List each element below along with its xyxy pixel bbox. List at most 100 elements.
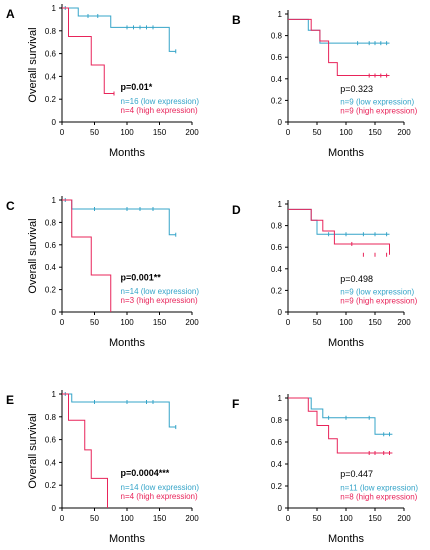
x-tick-label-d-3: 150 bbox=[368, 318, 382, 327]
y-tick-label-b-3: 0.6 bbox=[271, 53, 283, 62]
km-curve-b-low bbox=[288, 18, 390, 44]
km-curve-a-low bbox=[62, 7, 176, 52]
y-tick-label-b-2: 0.4 bbox=[271, 75, 283, 84]
p-value-f: p=0.447 bbox=[340, 469, 373, 479]
y-tick-label-b-5: 1 bbox=[278, 10, 283, 19]
y-tick-label-c-4: 0.8 bbox=[45, 218, 57, 227]
p-value-e: p=0.0004*** bbox=[121, 468, 170, 478]
x-tick-label-e-4: 200 bbox=[185, 514, 199, 523]
x-axis-title-e: Months bbox=[109, 533, 146, 545]
y-tick-label-a-4: 0.8 bbox=[45, 27, 57, 36]
x-tick-label-f-3: 150 bbox=[368, 514, 382, 523]
y-tick-label-c-1: 0.2 bbox=[45, 286, 57, 295]
y-tick-label-f-1: 0.2 bbox=[271, 482, 283, 491]
x-tick-label-c-1: 50 bbox=[90, 318, 99, 327]
x-tick-label-c-4: 200 bbox=[185, 318, 199, 327]
x-tick-label-b-4: 200 bbox=[397, 128, 411, 137]
panel-letter-f: F bbox=[232, 397, 239, 411]
y-axis-title-e: Overall survival bbox=[27, 413, 39, 488]
panel-letter-a: A bbox=[6, 7, 15, 21]
km-curve-f-high bbox=[288, 397, 393, 454]
km-curve-e-high bbox=[62, 393, 108, 508]
panel-letter-b: B bbox=[232, 13, 241, 27]
x-tick-label-f-2: 100 bbox=[339, 514, 353, 523]
panel-letter-c: C bbox=[6, 199, 15, 213]
x-tick-label-f-4: 200 bbox=[397, 514, 411, 523]
y-tick-label-b-1: 0.2 bbox=[271, 96, 283, 105]
y-tick-label-a-3: 0.6 bbox=[45, 50, 57, 59]
km-curve-b-high bbox=[288, 18, 390, 77]
x-axis-title-b: Months bbox=[328, 147, 365, 159]
p-value-d: p=0.498 bbox=[340, 274, 373, 284]
y-tick-label-a-2: 0.4 bbox=[45, 72, 57, 81]
x-tick-label-b-0: 0 bbox=[286, 128, 291, 137]
x-tick-label-d-0: 0 bbox=[286, 318, 291, 327]
legend-entry-f-high: n=8 (high expression) bbox=[340, 492, 417, 501]
x-axis-title-c: Months bbox=[109, 337, 146, 349]
y-tick-label-e-3: 0.6 bbox=[45, 436, 57, 445]
legend-entry-a-low: n=16 (low expression) bbox=[121, 97, 200, 106]
legend-entry-f-low: n=11 (low expression) bbox=[340, 483, 418, 492]
x-tick-label-d-4: 200 bbox=[397, 318, 411, 327]
x-tick-label-d-2: 100 bbox=[339, 318, 353, 327]
y-tick-label-f-5: 1 bbox=[278, 394, 283, 403]
x-tick-label-a-1: 50 bbox=[90, 128, 99, 137]
km-curve-d-high bbox=[288, 208, 390, 255]
y-tick-label-d-0: 0 bbox=[278, 308, 283, 317]
x-tick-label-a-2: 100 bbox=[120, 128, 134, 137]
legend-entry-c-low: n=14 (low expression) bbox=[121, 287, 200, 296]
x-tick-label-a-3: 150 bbox=[153, 128, 167, 137]
y-tick-label-d-1: 0.2 bbox=[271, 286, 283, 295]
y-tick-label-f-3: 0.6 bbox=[271, 438, 283, 447]
x-tick-label-c-3: 150 bbox=[153, 318, 167, 327]
y-tick-label-b-4: 0.8 bbox=[271, 32, 283, 41]
x-tick-label-f-0: 0 bbox=[286, 514, 291, 523]
y-tick-label-f-2: 0.4 bbox=[271, 460, 283, 469]
y-tick-label-e-2: 0.4 bbox=[45, 458, 57, 467]
panel-letter-d: D bbox=[232, 203, 241, 217]
x-tick-label-b-2: 100 bbox=[339, 128, 353, 137]
y-tick-label-d-3: 0.6 bbox=[271, 243, 283, 252]
legend-entry-a-high: n=4 (high expression) bbox=[121, 106, 198, 115]
legend-entry-b-low: n=9 (low expression) bbox=[340, 98, 414, 107]
y-tick-label-e-1: 0.2 bbox=[45, 481, 57, 490]
km-curve-a-high bbox=[62, 7, 114, 94]
y-tick-label-e-0: 0 bbox=[52, 504, 57, 513]
km-curve-c-high bbox=[62, 199, 112, 312]
legend-entry-e-high: n=4 (high expression) bbox=[121, 492, 198, 501]
x-axis-title-d: Months bbox=[328, 337, 365, 349]
y-tick-label-d-2: 0.4 bbox=[271, 265, 283, 274]
x-tick-label-d-1: 50 bbox=[313, 318, 322, 327]
y-tick-label-d-5: 1 bbox=[278, 200, 283, 209]
legend-entry-e-low: n=14 (low expression) bbox=[121, 483, 200, 492]
y-tick-label-a-0: 0 bbox=[52, 118, 57, 127]
legend-entry-c-high: n=3 (high expression) bbox=[121, 296, 198, 305]
x-tick-label-a-0: 0 bbox=[60, 128, 65, 137]
x-tick-label-e-3: 150 bbox=[153, 514, 167, 523]
x-tick-label-b-3: 150 bbox=[368, 128, 382, 137]
legend-entry-d-low: n=9 (low expression) bbox=[340, 288, 414, 297]
x-tick-label-f-1: 50 bbox=[313, 514, 322, 523]
legend-entry-d-high: n=9 (high expression) bbox=[340, 297, 417, 306]
p-value-a: p=0.01* bbox=[121, 82, 153, 92]
km-curve-d-low bbox=[288, 208, 390, 235]
y-tick-label-a-5: 1 bbox=[52, 4, 57, 13]
panel-letter-e: E bbox=[6, 393, 14, 407]
y-tick-label-e-4: 0.8 bbox=[45, 413, 57, 422]
x-tick-label-a-4: 200 bbox=[185, 128, 199, 137]
km-curve-f-low bbox=[288, 397, 393, 435]
km-curve-e-low bbox=[62, 393, 176, 428]
y-tick-label-c-5: 1 bbox=[52, 196, 57, 205]
x-tick-label-e-2: 100 bbox=[120, 514, 134, 523]
y-tick-label-f-4: 0.8 bbox=[271, 416, 283, 425]
x-tick-label-b-1: 50 bbox=[313, 128, 322, 137]
p-value-b: p=0.323 bbox=[340, 84, 373, 94]
y-tick-label-a-1: 0.2 bbox=[45, 95, 57, 104]
x-axis-title-a: Months bbox=[109, 147, 146, 159]
x-tick-label-c-2: 100 bbox=[120, 318, 134, 327]
y-tick-label-c-2: 0.4 bbox=[45, 263, 57, 272]
y-tick-label-b-0: 0 bbox=[278, 118, 283, 127]
x-axis-title-f: Months bbox=[328, 533, 365, 545]
